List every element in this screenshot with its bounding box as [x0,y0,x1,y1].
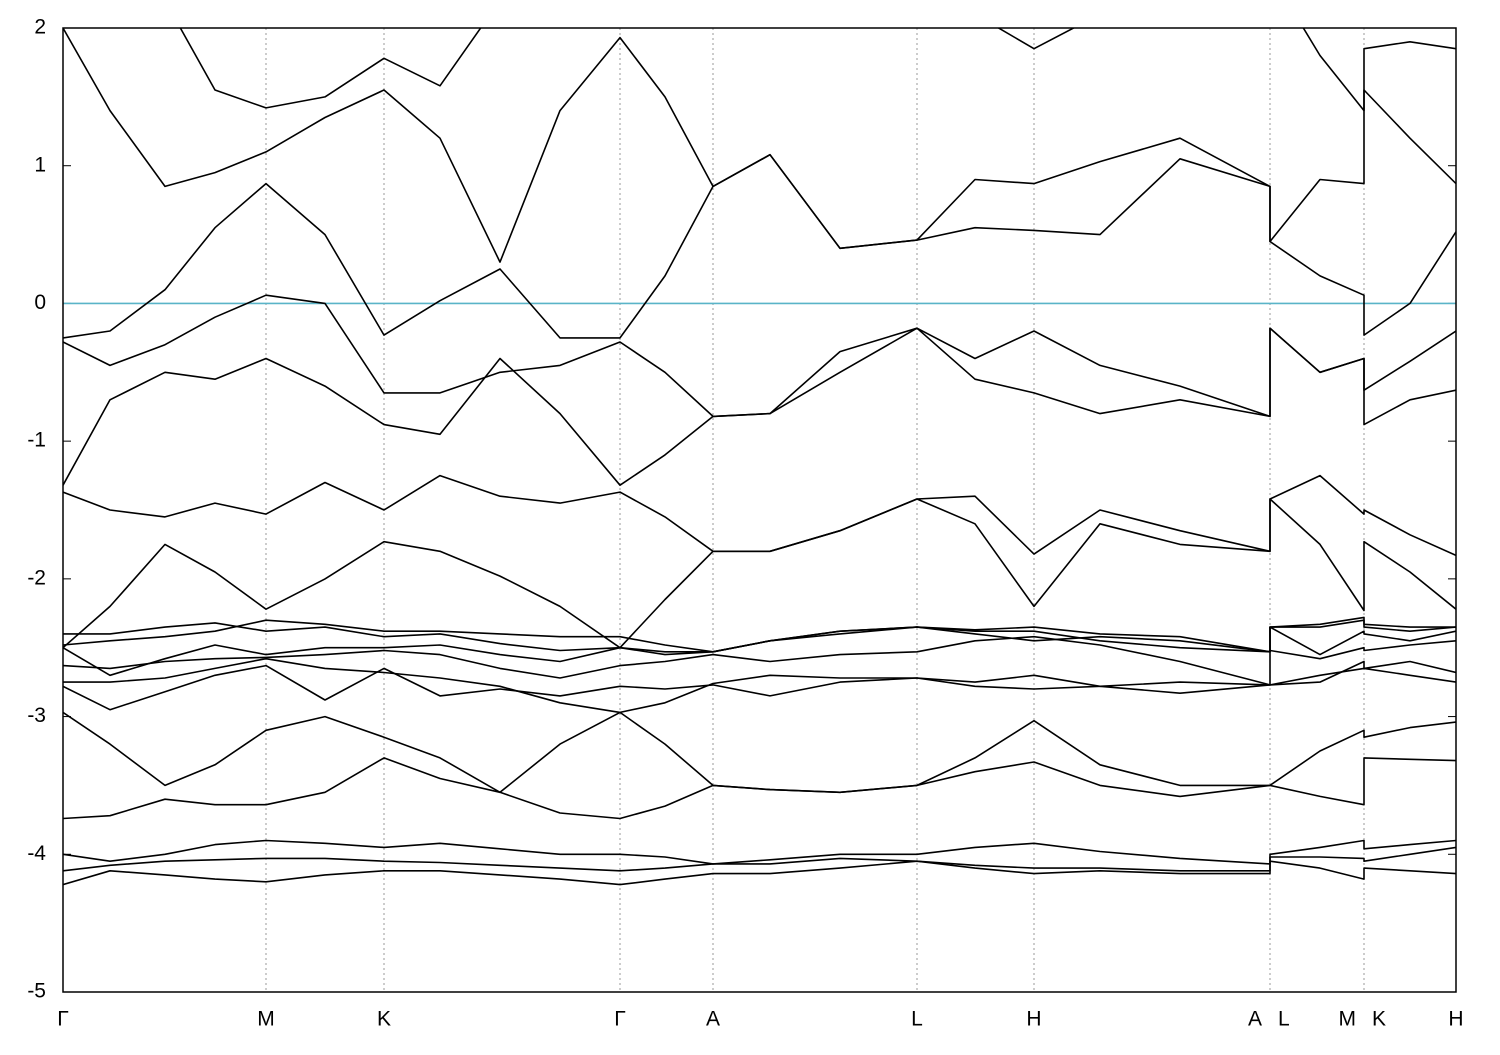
x-tick-label: L [911,1008,923,1031]
x-tick-label: M [1339,1008,1357,1031]
grid [62,27,1457,993]
band-line [63,137,1456,339]
y-tick-label: -2 [27,566,46,589]
band-line [63,28,1456,263]
band-line [63,619,1456,653]
x-tick-label: A [706,1008,720,1031]
band-line [63,664,1456,711]
band-line [63,711,1456,794]
plot-frame [62,27,1457,993]
x-tick-label: Γ [57,1008,69,1031]
y-tick-label: -4 [27,842,46,865]
y-tick-label: 2 [34,16,46,39]
x-tick-label: K [377,1008,391,1031]
x-tick-label: H [1026,1008,1041,1031]
x-tick-label: K [1372,1008,1386,1031]
y-tick-label: -1 [27,429,46,452]
band-line [63,839,1456,865]
y-tick-label: 1 [34,153,46,176]
band-line [63,846,1456,872]
band-line [63,657,1456,714]
band-line [63,498,1456,649]
band-line [63,860,1456,886]
band-line [63,626,1456,677]
x-tick-label: H [1448,1008,1463,1031]
band-line [63,327,1456,487]
x-tick-label: M [257,1008,275,1031]
bands [63,28,1456,886]
y-tick-label: -3 [27,704,46,727]
x-tick-label: Γ [614,1008,626,1031]
y-tick-label: 0 [34,291,46,314]
band-line [63,294,1456,426]
band-line [63,474,1456,557]
x-tick-label: L [1278,1008,1290,1031]
band-line [179,28,1456,112]
band-line [63,616,1456,653]
y-tick-label: -5 [27,980,46,1003]
x-tick-label: A [1248,1008,1262,1031]
band-line [63,635,1456,686]
